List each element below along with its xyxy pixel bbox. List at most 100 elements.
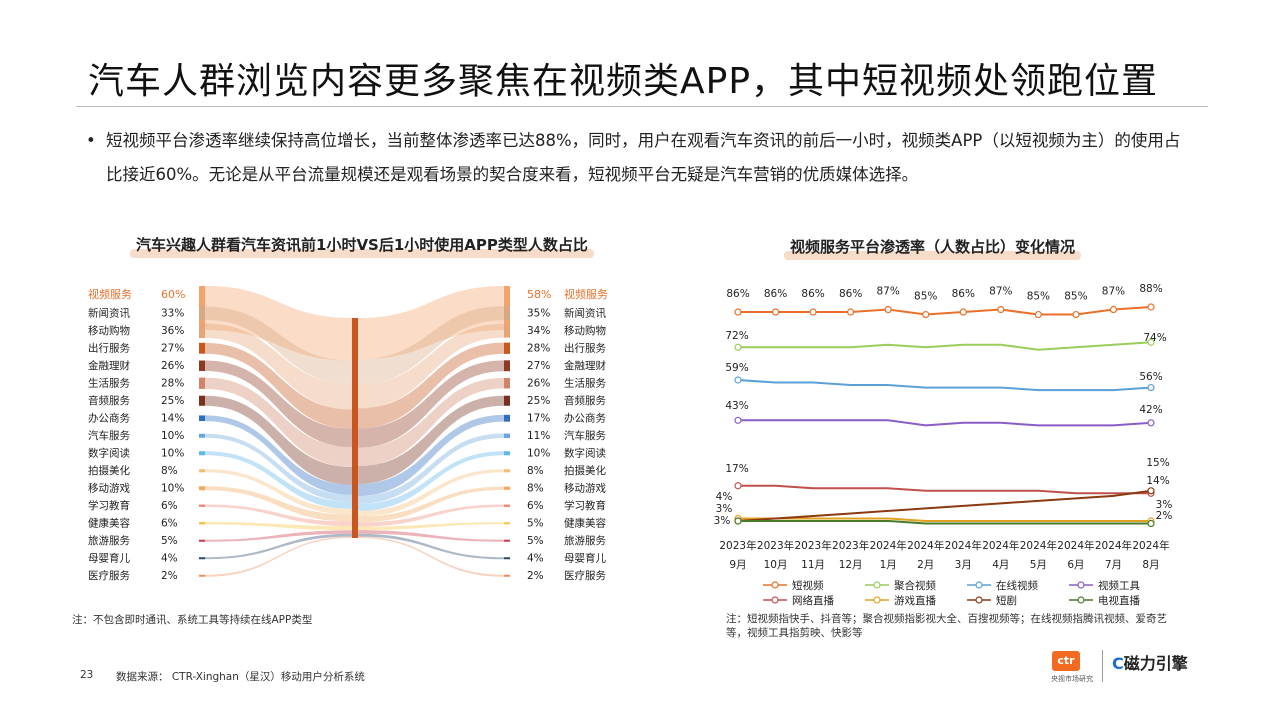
sankey-node-left-4 [199,360,205,371]
line-series-0 [738,306,1152,316]
sankey-flow-right-9 [358,451,504,511]
sankey-category-left-2: 移动购物 [88,324,130,337]
sankey-value-right-1: 35% [527,307,550,319]
sankey-category-right-0: 视频服务 [564,287,608,301]
line-end-marker-4-0 [734,482,742,490]
sankey-node-left-5 [199,377,205,389]
sankey-node-right-5 [504,378,510,389]
sankey-node-right-3 [504,342,510,354]
sankey-flow-right-3 [358,342,504,429]
line-marker-0-5 [922,310,930,319]
x-tick-year-2: 2023年 [794,539,831,552]
sankey-node-right-7 [504,414,510,422]
sankey-flow-left-0 [205,286,352,361]
cili-logo: C磁力引擎 [1112,650,1188,674]
line-label-zaixian-start: 59% [725,362,748,374]
line-label-short-video-7: 87% [989,286,1012,298]
x-tick-year-3: 2023年 [832,539,869,552]
sankey-flow-left-12 [205,504,352,526]
sankey-value-right-15: 4% [527,552,544,564]
sankey-node-right-13 [504,522,510,525]
x-tick-month-6: 3月 [955,559,972,571]
sankey-value-right-10: 8% [527,465,544,477]
sankey-value-left-5: 28% [161,377,184,389]
sankey-category-left-4: 金融理财 [88,359,130,372]
legend-marker-2 [975,581,983,589]
sankey-category-right-6: 音频服务 [564,394,606,407]
sankey-value-left-1: 33% [161,307,184,319]
sankey-flow-left-6 [205,395,352,485]
sankey-category-right-16: 医疗服务 [564,569,606,582]
x-tick-month-10: 7月 [1105,559,1122,571]
sankey-category-right-15: 母婴育儿 [564,551,606,564]
bullet-dot: • [86,131,96,150]
sankey-value-left-10: 8% [161,465,178,477]
sankey-node-right-11 [504,486,510,490]
sankey-category-left-8: 汽车服务 [88,429,130,442]
line-label-gongju-start: 43% [725,400,748,412]
sankey-node-left-9 [199,451,205,456]
sankey-flow-right-0 [358,286,504,360]
sankey-node-left-15 [199,557,205,560]
line-label-wangluo-end: 14% [1146,475,1169,487]
x-tick-year-11: 2024年 [1132,539,1169,552]
sankey-value-right-8: 11% [527,430,550,442]
legend-marker-1 [873,581,881,589]
sankey-value-left-8: 10% [161,430,184,442]
sankey-value-left-15: 4% [161,552,178,564]
sankey-flow-left-7 [205,415,352,495]
sankey-value-left-6: 25% [161,395,184,407]
line-marker-0-10 [1109,305,1118,314]
line-label-short-video-6: 86% [952,288,975,300]
line-series-6 [737,489,1152,522]
sankey-node-left-13 [199,522,205,525]
sankey-category-left-6: 音频服务 [88,394,130,407]
sankey-flow-right-11 [358,486,504,523]
ctr-logo: ctr [1052,651,1080,671]
line-note: 注：短视频指快手、抖音等；聚合视频指影视大全、百搜视频等；在线视频指腾讯视频、爱… [726,613,1167,639]
line-label-youxi-start: 4% [716,491,733,503]
line-end-marker-7-11 [1147,519,1155,528]
legend-marker-7 [1077,596,1085,604]
line-label-juhe-start: 72% [725,330,748,342]
line-marker-0-2 [809,308,817,316]
sankey-value-left-2: 36% [161,325,184,337]
sankey-category-left-10: 拍摄美化 [88,464,130,477]
sankey-flow-left-5 [205,377,352,468]
sankey-flow-left-1 [205,306,352,384]
sankey-value-right-2: 34% [527,325,550,337]
sankey-value-left-9: 10% [161,447,184,459]
sankey-flow-left-15 [205,533,352,560]
sankey-flow-right-12 [358,504,504,527]
sankey-category-right-10: 拍摄美化 [564,464,606,477]
x-tick-month-8: 5月 [1030,559,1047,571]
sankey-category-right-11: 移动游戏 [564,481,606,494]
sankey-category-right-13: 健康美容 [564,516,606,529]
sankey-category-left-16: 医疗服务 [88,569,130,582]
line-label-zaixian-end: 56% [1139,371,1162,383]
sankey-flow-right-1 [358,306,504,385]
sankey-flow-left-3 [205,342,352,429]
sankey-value-left-4: 26% [161,360,184,372]
line-title-text: 视频服务平台渗透率（人数占比）变化情况 [790,238,1076,256]
sankey-node-left-2 [199,323,205,338]
legend-marker-5 [873,596,881,604]
x-tick-year-1: 2023年 [757,539,794,552]
x-tick-year-4: 2024年 [870,539,907,552]
sankey-node-right-1 [504,306,510,321]
sankey-category-right-14: 旅游服务 [564,534,606,547]
line-label-short-video-11: 88% [1139,283,1162,295]
x-tick-month-9: 6月 [1067,559,1084,571]
sankey-value-left-12: 6% [161,500,178,512]
sankey-value-right-14: 5% [527,535,544,547]
line-label-dianshi-end: 2% [1156,510,1173,522]
sankey-value-left-3: 27% [161,342,184,354]
sankey-category-left-0: 视频服务 [88,287,132,301]
sankey-flow-right-13 [358,522,504,531]
line-label-duanju-end: 15% [1146,457,1169,469]
line-chart-title: 视频服务平台渗透率（人数占比）变化情况 [784,236,1082,260]
sankey-value-left-13: 6% [161,517,178,529]
sankey-node-right-9 [504,451,510,456]
sankey-node-right-12 [504,504,510,507]
